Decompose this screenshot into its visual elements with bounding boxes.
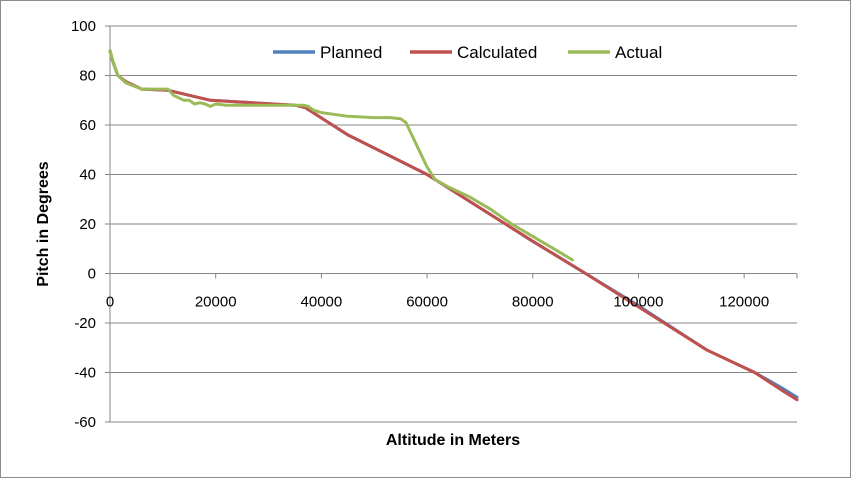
- x-tick-label: 100000: [613, 294, 663, 311]
- y-tick-label: 40: [79, 167, 96, 184]
- y-tick-label: -60: [74, 414, 96, 431]
- y-tick-label: -40: [74, 365, 96, 382]
- y-tick-label: 0: [88, 266, 96, 283]
- legend: Planned Calculated Actual: [273, 43, 662, 62]
- y-tick-label: 20: [79, 216, 96, 233]
- y-tick-label: 60: [79, 117, 96, 134]
- x-tick-label: 120000: [719, 294, 769, 311]
- y-tick-label: 100: [71, 18, 96, 35]
- legend-label-calculated: Calculated: [457, 43, 537, 62]
- x-axis-title: Altitude in Meters: [386, 432, 520, 449]
- x-tick-label: 20000: [195, 294, 237, 311]
- x-tick-label: 60000: [406, 294, 448, 311]
- series-lines: [108, 49, 799, 402]
- y-tick-label: 80: [79, 68, 96, 85]
- series-line-calculated: [108, 49, 799, 402]
- series-line-actual: [108, 49, 574, 262]
- legend-label-actual: Actual: [615, 43, 662, 62]
- tick-labels: -60 -40 -20 0 20 40 60 80 100 0 20000 40000 60000 800…: [71, 18, 769, 431]
- y-axis-title: Pitch in Degrees: [35, 161, 52, 286]
- gridlines: [110, 25, 797, 423]
- legend-label-planned: Planned: [320, 43, 382, 62]
- y-tick-label: -20: [74, 315, 96, 332]
- x-tick-label: 40000: [301, 294, 343, 311]
- x-tick-label: 80000: [512, 294, 554, 311]
- x-tick-label: 0: [106, 294, 114, 311]
- axes: [105, 25, 798, 423]
